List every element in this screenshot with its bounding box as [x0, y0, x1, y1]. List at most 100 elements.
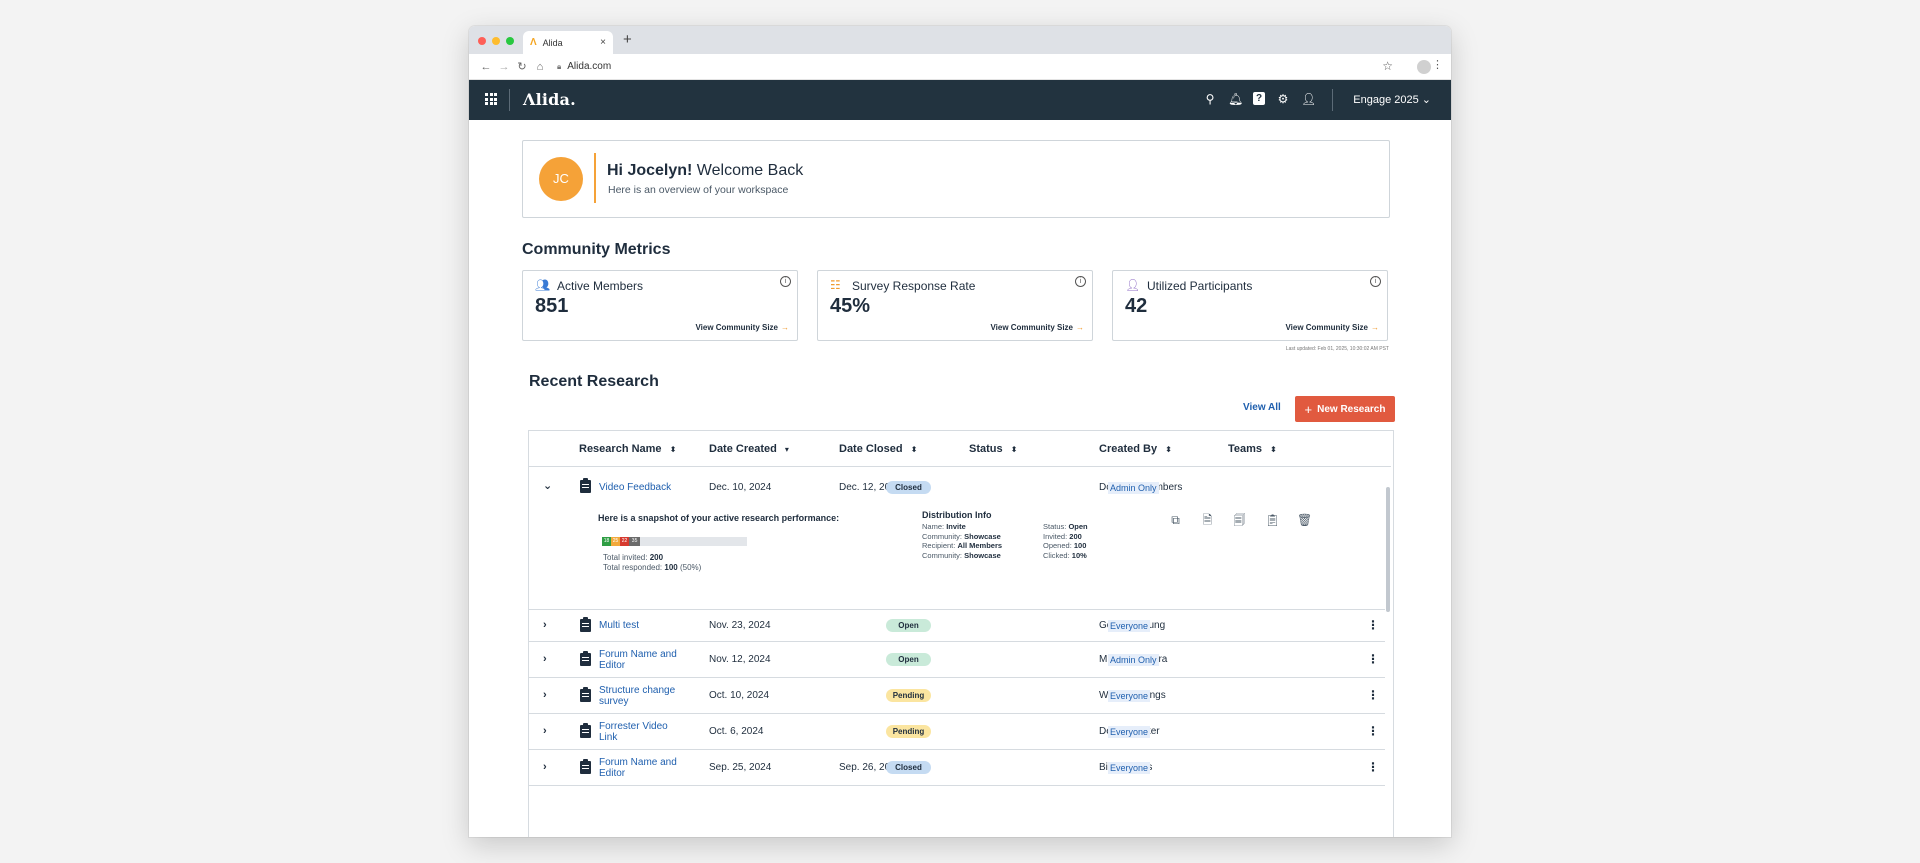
- column-header-status[interactable]: Status ⬍: [969, 443, 1017, 455]
- sort-icon: ⬍: [669, 445, 677, 454]
- browser-profile-avatar[interactable]: [1417, 60, 1431, 74]
- workspace-name: Engage 2025: [1353, 94, 1419, 106]
- chevron-right-icon[interactable]: ›: [543, 725, 547, 737]
- status-badge: Closed: [886, 481, 931, 494]
- chevron-right-icon[interactable]: ›: [543, 653, 547, 665]
- distribution-info-value: Invite: [946, 522, 966, 531]
- settings-gear-icon[interactable]: ⚙: [1277, 92, 1289, 106]
- distribution-info-key: Opened:: [1043, 541, 1072, 550]
- view-all-link[interactable]: View All: [1243, 402, 1281, 413]
- close-tab-icon[interactable]: ×: [600, 37, 606, 48]
- research-name-link[interactable]: Video Feedback: [599, 482, 672, 493]
- metric-label: Survey Response Rate: [852, 279, 976, 293]
- row-kebab-menu-icon[interactable]: ⋮: [1367, 618, 1379, 632]
- new-research-label: New Research: [1317, 403, 1386, 415]
- link-label: View Community Size: [990, 323, 1073, 332]
- document-icon[interactable]: 🗎︎: [1202, 513, 1213, 527]
- back-icon[interactable]: ←: [480, 60, 492, 73]
- research-name-link[interactable]: Multi test: [599, 620, 640, 631]
- distribution-info-value: All Members: [957, 541, 1003, 550]
- row-kebab-menu-icon[interactable]: ⋮: [1367, 760, 1379, 774]
- search-icon[interactable]: ⚲: [1205, 92, 1215, 106]
- info-icon[interactable]: i: [780, 276, 791, 287]
- status-badge: Closed: [886, 761, 931, 774]
- app-header: Λlida. ⚲ 🔔︎ ? ⚙ 👤︎ Engage 2025 ⌄: [469, 80, 1451, 120]
- column-header-date-created[interactable]: Date Created ▾: [709, 443, 789, 455]
- view-community-size-link[interactable]: View Community Size →: [1285, 323, 1379, 332]
- info-icon[interactable]: i: [1075, 276, 1086, 287]
- distribution-info-value: 100: [1073, 541, 1087, 550]
- column-header-date-closed[interactable]: Date Closed ⬍: [839, 443, 917, 455]
- alida-logo[interactable]: Λlida.: [523, 90, 576, 109]
- maximize-window-button[interactable]: [506, 37, 514, 45]
- status-badge: Open: [886, 619, 931, 632]
- research-name-link[interactable]: Structure change survey: [599, 685, 676, 707]
- date-created: Oct. 6, 2024: [709, 726, 764, 737]
- distribution-info-left: Name: Invite Community: Showcase Recipient…: [922, 522, 1002, 560]
- info-icon[interactable]: i: [1370, 276, 1381, 287]
- chevron-down-icon[interactable]: ⌄: [543, 480, 553, 492]
- research-name-link[interactable]: Forum Name and Editor: [599, 649, 677, 671]
- reload-icon[interactable]: ↻: [517, 61, 527, 73]
- browser-menu-icon[interactable]: ⋮: [1432, 59, 1443, 71]
- export-document-icon[interactable]: 🗐︎: [1233, 513, 1246, 527]
- table-row[interactable]: [529, 822, 1385, 837]
- research-name-link[interactable]: Forrester Video Link: [599, 721, 668, 743]
- forward-icon[interactable]: →: [498, 60, 510, 73]
- column-header-teams[interactable]: Teams ⬍: [1228, 443, 1277, 455]
- home-icon[interactable]: ⌂: [536, 60, 544, 73]
- date-created: Nov. 12, 2024: [709, 654, 771, 665]
- chevron-right-icon[interactable]: ›: [543, 689, 547, 701]
- delete-trash-icon[interactable]: 🗑︎: [1297, 513, 1313, 527]
- user-profile-icon[interactable]: 👤︎: [1301, 92, 1317, 106]
- plus-icon: +: [1304, 401, 1313, 417]
- survey-document-icon: [580, 651, 591, 666]
- header-divider: [509, 89, 510, 111]
- team-tag: Everyone: [1108, 726, 1151, 738]
- clipboard-icon[interactable]: 📋︎: [1265, 513, 1281, 527]
- browser-tabbar: Λ Alida × +: [469, 26, 1451, 54]
- column-header-research-name[interactable]: Research Name ⬍: [579, 443, 676, 455]
- link-label: View Community Size: [1285, 323, 1368, 332]
- distribution-info-line: Invited: 200: [1043, 532, 1088, 542]
- distribution-info-key: Community:: [922, 531, 963, 541]
- progress-segment: 18: [602, 537, 611, 546]
- close-window-button[interactable]: [478, 37, 486, 45]
- notification-bell-icon[interactable]: 🔔︎: [1228, 92, 1244, 106]
- chevron-right-icon[interactable]: ›: [543, 761, 547, 773]
- row-kebab-menu-icon[interactable]: ⋮: [1367, 688, 1379, 702]
- distribution-info-line: Recipient: All Members: [922, 541, 1002, 551]
- workspace-selector[interactable]: Engage 2025 ⌄: [1353, 93, 1431, 106]
- view-community-size-link[interactable]: View Community Size →: [990, 323, 1084, 332]
- survey-document-icon: [580, 478, 591, 493]
- bookmark-star-icon[interactable]: ☆: [1382, 59, 1393, 73]
- distribution-info-value: Open: [1068, 522, 1088, 531]
- new-research-button[interactable]: + New Research: [1295, 396, 1395, 422]
- new-tab-button[interactable]: +: [623, 31, 632, 48]
- chevron-right-icon[interactable]: ›: [543, 619, 547, 631]
- help-icon[interactable]: ?: [1253, 92, 1265, 105]
- survey-document-icon: [580, 617, 591, 632]
- row-kebab-menu-icon[interactable]: ⋮: [1367, 724, 1379, 738]
- total-invited-label: Total invited:: [603, 553, 648, 562]
- app-launcher-grid-icon[interactable]: [485, 93, 497, 105]
- column-header-created-by[interactable]: Created By ⬍: [1099, 443, 1172, 455]
- distribution-info-line: Name: Invite: [922, 522, 1002, 532]
- sort-icon: ⬍: [1270, 445, 1277, 454]
- research-name-link[interactable]: Forum Name and Editor: [599, 757, 677, 779]
- table-row[interactable]: › Forrester Video Link Oct. 6, 2024 Pending…: [529, 714, 1385, 750]
- minimize-window-button[interactable]: [492, 37, 500, 45]
- status-badge: Pending: [886, 689, 931, 702]
- row-kebab-menu-icon[interactable]: ⋮: [1367, 652, 1379, 666]
- avatar[interactable]: JC: [539, 157, 583, 201]
- view-community-size-link[interactable]: View Community Size →: [695, 323, 789, 332]
- table-row[interactable]: › Structure change survey Oct. 10, 2024 Pen…: [529, 678, 1385, 714]
- browser-tab[interactable]: Λ Alida ×: [523, 31, 613, 54]
- table-row[interactable]: › Forum Name and Editor Sep. 25, 2024 Sep. …: [529, 750, 1385, 786]
- arrow-right-icon: →: [1371, 323, 1379, 332]
- copy-icon[interactable]: ⧉: [1171, 513, 1180, 527]
- table-scrollbar[interactable]: [1386, 487, 1390, 612]
- address-bar[interactable]: Alida.com: [567, 61, 612, 72]
